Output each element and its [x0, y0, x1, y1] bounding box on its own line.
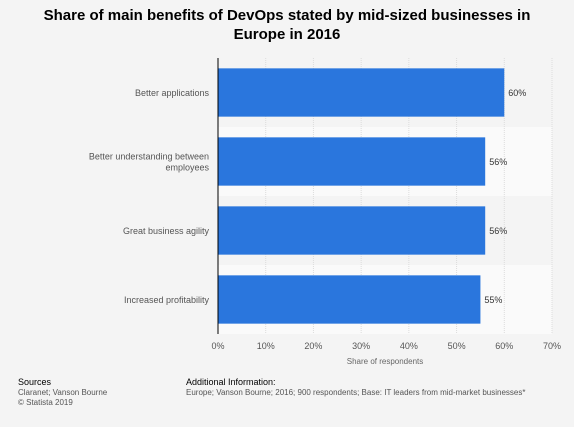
chart-title: Share of main benefits of DevOps stated …	[43, 7, 531, 43]
bar	[218, 137, 486, 186]
copyright-line: © Statista 2019	[18, 398, 73, 407]
value-label: 60%	[508, 88, 526, 98]
x-tick-label: 20%	[304, 341, 322, 351]
x-tick-label: 50%	[448, 341, 466, 351]
x-tick-label: 10%	[257, 341, 275, 351]
additional-info-heading: Additional Information:	[186, 377, 276, 387]
value-label: 56%	[489, 157, 507, 167]
category-label: Better understanding between	[89, 152, 209, 162]
category-label: employees	[165, 163, 209, 173]
category-label: Increased profitability	[124, 295, 210, 305]
x-axis-title: Share of respondents	[347, 357, 424, 366]
bar	[218, 275, 481, 324]
x-tick-label: 70%	[543, 341, 561, 351]
category-label: Great business agility	[123, 226, 210, 236]
x-tick-label: 60%	[495, 341, 513, 351]
value-label: 55%	[484, 295, 502, 305]
footer-additional-info: Additional Information: Europe; Vanson B…	[186, 377, 525, 398]
value-label: 56%	[489, 226, 507, 236]
x-tick-labels: 0% 10% 20% 30% 40% 50% 60% 70%	[211, 341, 561, 351]
bar	[218, 206, 486, 255]
value-labels: 60% 56% 56% 55%	[484, 88, 526, 305]
bars	[218, 68, 505, 324]
x-tick-label: 40%	[400, 341, 418, 351]
x-tick-label: 30%	[352, 341, 370, 351]
additional-info-text: Europe; Vanson Bourne; 2016; 900 respond…	[186, 388, 526, 397]
sources-heading: Sources	[18, 377, 52, 387]
category-label: Better applications	[135, 88, 210, 98]
sources-line: Claranet; Vanson Bourne	[18, 388, 108, 397]
footer-sources: Sources Claranet; Vanson Bourne © Statis…	[18, 377, 107, 408]
category-labels: Better applications Better understanding …	[89, 88, 210, 305]
x-tick-label: 0%	[211, 341, 224, 351]
bar	[218, 68, 505, 117]
